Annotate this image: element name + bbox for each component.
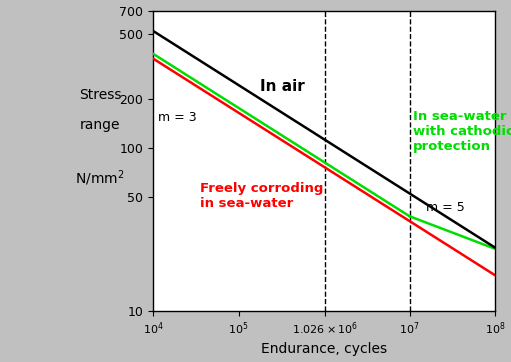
Text: Stress: Stress xyxy=(79,88,121,102)
Text: Freely corroding
in sea-water: Freely corroding in sea-water xyxy=(199,182,323,210)
Text: m = 5: m = 5 xyxy=(426,201,464,214)
Text: m = 3: m = 3 xyxy=(158,110,197,123)
Text: N/mm$^2$: N/mm$^2$ xyxy=(75,169,125,188)
Text: In sea-water
with cathodic
protection: In sea-water with cathodic protection xyxy=(413,110,511,153)
X-axis label: Endurance, cycles: Endurance, cycles xyxy=(261,342,387,357)
Text: In air: In air xyxy=(261,79,305,94)
Text: range: range xyxy=(80,118,120,131)
